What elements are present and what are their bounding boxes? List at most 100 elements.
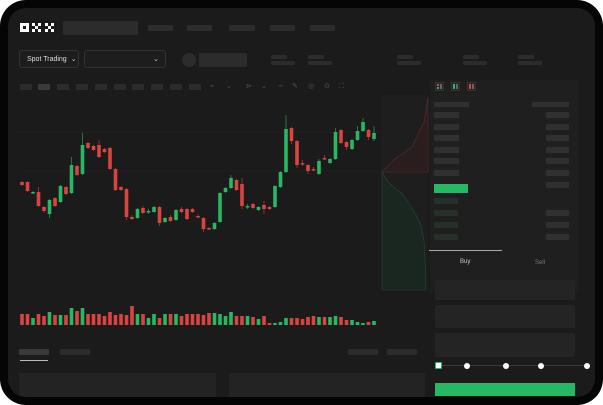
interval-button[interactable] [57, 84, 69, 90]
candle [36, 192, 41, 206]
candle [289, 128, 294, 141]
volume-bar [207, 313, 211, 325]
candle [262, 205, 266, 209]
nav-item[interactable] [310, 25, 335, 31]
candle [256, 207, 261, 210]
search-bar[interactable] [63, 21, 138, 35]
book-bids-icon[interactable] [451, 82, 460, 91]
nav-item[interactable] [148, 25, 173, 31]
volume-bar [344, 320, 349, 325]
candle [31, 192, 35, 194]
amount-input[interactable] [435, 305, 575, 328]
candle [267, 207, 272, 209]
pencil-icon[interactable]: ✎ [292, 83, 298, 90]
volume-bar [273, 323, 277, 325]
volume-bar [218, 314, 222, 325]
pair-select[interactable]: ⌄ [84, 50, 166, 68]
ask-price [434, 158, 459, 164]
slider-step-25[interactable] [464, 363, 470, 369]
interval-button-active[interactable] [38, 84, 50, 90]
volume-bar [372, 321, 376, 325]
interval-button[interactable] [170, 84, 182, 90]
percent-slider-track[interactable] [440, 365, 588, 366]
total-input[interactable] [435, 333, 575, 357]
candle [20, 182, 24, 185]
candle [284, 129, 288, 172]
ask-amount [546, 158, 569, 164]
slider-step-100[interactable] [584, 363, 590, 369]
candle [350, 140, 354, 149]
volume-bar [262, 316, 266, 325]
interval-button[interactable] [189, 84, 201, 90]
book-asks-icon[interactable] [467, 82, 476, 91]
book-header-amount [532, 102, 569, 107]
slider-step-75[interactable] [538, 363, 544, 369]
candle [168, 217, 173, 221]
candle [146, 211, 151, 213]
volume-bar [36, 314, 41, 325]
candle [25, 182, 30, 191]
chevron-down-icon[interactable]: ⌄ [226, 83, 232, 90]
stat-value [308, 61, 332, 65]
price-input[interactable] [435, 280, 575, 300]
buy-button[interactable] [435, 383, 575, 396]
draw-line-icon[interactable]: ∼ [278, 83, 284, 90]
nav-item[interactable] [229, 25, 255, 31]
candle [91, 146, 96, 150]
camera-icon[interactable]: ◎ [308, 83, 315, 90]
ask-price [434, 147, 459, 153]
candle [97, 145, 101, 157]
book-both-icon[interactable] [435, 82, 444, 91]
tab-underline [429, 250, 502, 251]
chevron-down-icon[interactable]: ⌄ [261, 83, 267, 90]
volume-bar [350, 320, 354, 325]
candle [306, 165, 310, 171]
nav-item[interactable] [187, 25, 212, 31]
candle [218, 193, 222, 222]
interval-button[interactable] [114, 84, 126, 90]
tab-sell[interactable]: Sell [535, 260, 546, 266]
nav-item[interactable] [270, 25, 295, 31]
interval-button[interactable] [151, 84, 163, 90]
tab-order-history[interactable] [60, 349, 90, 355]
interval-button[interactable] [95, 84, 107, 90]
tab-open-orders[interactable] [19, 349, 49, 355]
volume-bar [256, 319, 261, 325]
volume-bar [339, 317, 343, 325]
candle [240, 184, 244, 206]
candle [333, 132, 338, 159]
indicator-icon[interactable]: ⊳ [246, 83, 252, 90]
volume-bar [157, 318, 162, 325]
interval-button[interactable] [20, 84, 32, 90]
filter-button[interactable] [387, 349, 417, 355]
candle [311, 169, 316, 171]
pair-name [199, 53, 247, 67]
tab-buy[interactable]: Buy [460, 259, 471, 265]
settings-icon[interactable]: ⊙ [324, 83, 330, 90]
volume-bar [179, 316, 184, 325]
volume-bar [31, 318, 35, 325]
candle [328, 159, 332, 163]
stat-value [518, 61, 542, 65]
market-select[interactable]: Spot Trading ⌄ [19, 50, 79, 68]
fullscreen-icon[interactable]: ⛶ [339, 83, 344, 90]
filter-button[interactable] [348, 349, 378, 355]
volume-bar [75, 311, 79, 325]
percent-slider-handle[interactable] [435, 362, 442, 369]
chart-type-icon[interactable]: ⌁ [210, 83, 215, 90]
volume-bar [240, 316, 244, 325]
candle [339, 130, 343, 143]
candle [201, 218, 206, 229]
depth-bids-area [381, 170, 427, 291]
slider-step-50[interactable] [503, 363, 509, 369]
interval-button[interactable] [76, 84, 88, 90]
stat-label [463, 55, 479, 59]
interval-button[interactable] [132, 84, 144, 90]
volume-bar [278, 322, 283, 325]
volume-bar [251, 317, 255, 325]
candlestick-chart[interactable] [8, 8, 595, 397]
volume-bar [97, 314, 101, 325]
order-book-view-toggles[interactable] [435, 82, 481, 92]
bid-price [434, 234, 458, 240]
volume-bar [229, 312, 233, 325]
